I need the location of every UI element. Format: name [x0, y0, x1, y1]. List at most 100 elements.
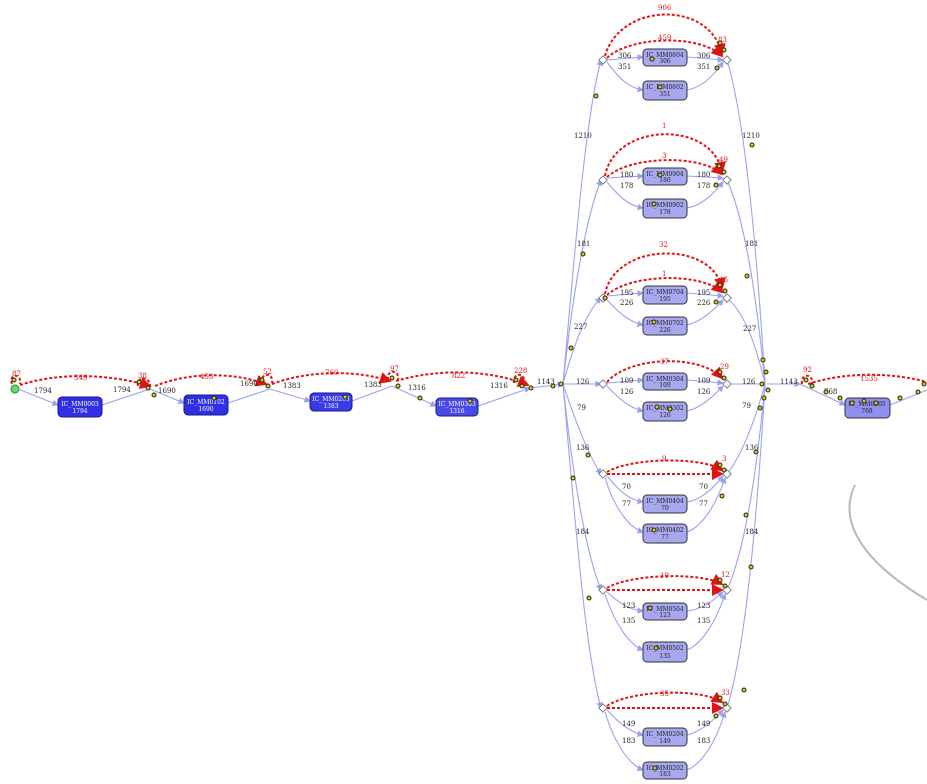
branch-3: 32 1 46 195 226 195 226 IC_MM0704 195 IC…	[598, 241, 732, 336]
dot	[647, 605, 653, 611]
branch-2-gateway-out	[722, 175, 732, 185]
branch-3-loop-outer-label: 32	[659, 241, 668, 249]
dot	[395, 383, 401, 389]
dot	[717, 577, 723, 583]
branch-3-node-a[interactable]: IC_MM0704 195	[642, 285, 688, 305]
fanout-label-3: 227	[574, 323, 587, 331]
dot	[550, 383, 556, 389]
branch-4-node-a[interactable]: IC_MM0304 109	[642, 372, 688, 391]
fanin-6	[726, 383, 766, 591]
dot	[717, 695, 723, 701]
branch-2: 1 3 49 180 178 180 178 IC_MM0904 180 IC_…	[598, 122, 732, 219]
dot	[467, 398, 473, 404]
loop-label-8: 822	[452, 372, 465, 380]
dot	[651, 527, 657, 533]
split-dot	[558, 381, 564, 387]
branch-2-lower-in	[606, 181, 645, 211]
branch-7-node-a[interactable]: IC_MM0204 149	[642, 727, 688, 747]
node-1[interactable]: IC_MM0003 1794	[57, 396, 103, 418]
dot	[753, 449, 759, 455]
dot	[593, 93, 599, 99]
dot	[657, 172, 663, 178]
branch-6-node-a[interactable]: IC_MM0504 123	[642, 602, 688, 621]
fanout-label-1: 1210	[574, 132, 592, 140]
dot	[743, 512, 749, 518]
fanout-label-6: 136	[576, 444, 590, 452]
node-4-count: 1316	[449, 408, 464, 415]
dot	[741, 687, 747, 693]
dot	[921, 381, 927, 387]
branch-4-upper-out	[686, 379, 725, 386]
branch-2-node-a-count: 180	[659, 177, 671, 184]
dot	[713, 713, 719, 719]
dot	[717, 40, 723, 46]
branch-4-lower-label: 126	[620, 388, 634, 396]
branch-2-node-b-count: 178	[659, 209, 671, 216]
branch-3-lower-out	[686, 299, 724, 326]
branch-1-lower-in	[606, 61, 645, 93]
final-node[interactable]: IC_MM0905 768	[844, 397, 891, 419]
dot	[654, 404, 660, 410]
dot	[651, 201, 657, 207]
dot	[585, 452, 591, 458]
branch-7-node-b[interactable]: IC_MM0202 183	[642, 761, 688, 780]
loop-label-3: 38	[138, 372, 147, 380]
branch-7-node-a-count: 149	[659, 738, 671, 745]
branch-2-loop-outer	[604, 133, 726, 177]
branch-4-node-b-count: 126	[659, 412, 671, 419]
branch-5-lower-out	[686, 476, 727, 533]
node-4[interactable]: IC_MM0303 1316	[435, 397, 479, 417]
branch-5-node-b-title: IC_MM0402	[646, 527, 684, 534]
branch-6-loop-inner-label: 19	[660, 572, 669, 580]
right-selfloop	[800, 374, 814, 385]
final-node-title: IC_MM0905	[848, 401, 886, 408]
dot	[759, 381, 765, 387]
edge-label-4: 1690	[240, 380, 258, 388]
fanin-7	[726, 383, 766, 709]
branch-6-lower-label: 135	[622, 617, 635, 625]
node-3[interactable]: IC_MM0203 1383	[309, 392, 353, 412]
dot	[873, 400, 879, 406]
branch-3-upper-out	[686, 292, 725, 299]
branch-1-node-b[interactable]: IC_MM0602 351	[642, 80, 688, 101]
edge-n2-out	[227, 388, 271, 404]
branch-5-node-b-count: 77	[661, 534, 669, 541]
branch-5-node-a[interactable]: IC_MM0404 70	[642, 494, 688, 514]
loop-1	[19, 375, 152, 389]
right-out-label: 768	[824, 388, 837, 396]
branch-1-gateway-in	[598, 55, 608, 65]
node-2[interactable]: IC_MM0102 1690	[183, 394, 229, 416]
edge-label-1: 1794	[34, 387, 52, 395]
branch-4-node-b[interactable]: IC_MM0302 126	[642, 401, 688, 422]
branch-4-node-a-title: IC_MM0304	[646, 376, 684, 383]
fanout-label-2: 181	[577, 240, 590, 248]
branch-2-lower-label: 178	[620, 182, 633, 190]
branch-2-loop-inner	[606, 159, 724, 178]
selfloop-4	[386, 370, 400, 381]
branch-5-node-b[interactable]: IC_MM0402 77	[642, 523, 688, 544]
branch-3-node-b[interactable]: IC_MM0702 226	[642, 316, 688, 336]
edge-n1-out	[101, 388, 151, 406]
branch-4-gateway-out	[722, 379, 732, 389]
edge-n3-n4	[391, 385, 438, 407]
dot	[11, 377, 17, 383]
branch-3-lower-label: 226	[620, 299, 634, 307]
branch-4-node-a-count: 109	[659, 382, 671, 389]
branch-5-lower-in	[604, 477, 645, 534]
branch-7-node-b-count: 183	[659, 771, 671, 778]
branch-1-node-a[interactable]: IC_MM0604 306	[642, 48, 688, 67]
branch-7-upper-out-label: 149	[697, 720, 710, 728]
branch-2-node-a[interactable]: IC_MM0904 180	[642, 167, 688, 186]
dot	[861, 398, 867, 404]
branch-6-node-b[interactable]: IC_MM0502 135	[642, 641, 688, 663]
edge-label-8: 1316	[490, 382, 508, 390]
branch-4-upper-label: 109	[620, 377, 633, 385]
branch-1-upper-out-label: 306	[697, 52, 711, 60]
decorative-curve	[848, 484, 927, 601]
loop-label-7: 97	[390, 365, 399, 373]
branch-4-lower-in	[606, 385, 645, 413]
start-node[interactable]	[10, 384, 20, 394]
loop-label-6: 760	[325, 369, 338, 377]
branch-2-node-b[interactable]: IC_MM0902 178	[642, 198, 688, 219]
fanout-7	[562, 383, 603, 710]
